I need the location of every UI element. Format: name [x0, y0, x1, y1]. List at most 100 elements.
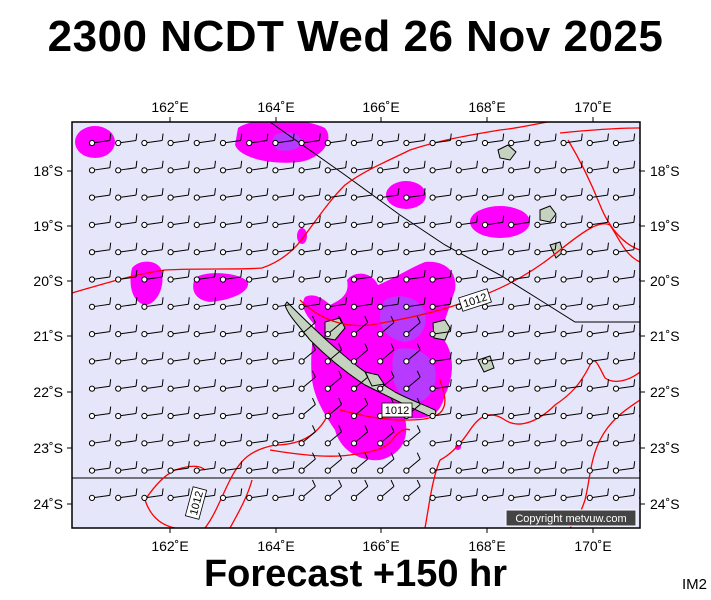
wind-barb-shaft — [277, 494, 294, 499]
wind-barb-tick — [607, 297, 609, 305]
wind-barb-tick — [502, 297, 505, 305]
wind-station — [429, 276, 436, 283]
wind-barb-shaft — [199, 385, 215, 389]
wind-station — [324, 303, 331, 310]
wind-barb-tick — [292, 242, 295, 250]
rain-cell — [470, 206, 530, 238]
wind-barb-shaft — [618, 139, 634, 144]
wind-station — [324, 249, 331, 256]
lat-label: 21˚S — [33, 328, 63, 344]
isobar — [269, 428, 411, 457]
wind-barb-tick — [292, 269, 295, 278]
wind-station — [246, 249, 253, 256]
wind-barb-tick — [266, 160, 269, 168]
wind-barb-tick — [311, 452, 316, 460]
wind-station — [560, 494, 567, 501]
wind-station — [272, 276, 279, 283]
wind-station — [508, 276, 515, 283]
wind-barb-tick — [607, 324, 609, 332]
wind-barb-shaft — [303, 322, 316, 333]
wind-barb-shaft — [330, 167, 346, 171]
wind-station — [350, 331, 358, 338]
wind-station — [508, 412, 515, 420]
lon-label: 166˚E — [362, 538, 399, 554]
wind-barb-shaft — [120, 385, 137, 389]
wind-barb-shaft — [173, 440, 189, 444]
wind-barb-tick — [449, 297, 452, 305]
wind-barb-tick — [161, 215, 164, 223]
wind-barb-shaft — [251, 385, 268, 389]
wind-barb-shaft — [146, 167, 163, 171]
lat-label: 23˚S — [650, 440, 680, 456]
wind-barb-shaft — [355, 349, 369, 361]
wind-barb-shaft — [146, 221, 163, 226]
wind-barb-shaft — [146, 494, 163, 499]
wind-barb-tick — [266, 433, 269, 441]
wind-barb-tick — [338, 452, 343, 460]
wind-barb-shaft — [618, 167, 634, 171]
wind-station — [350, 358, 358, 365]
wind-station — [298, 303, 305, 310]
wind-barb-shaft — [146, 139, 163, 144]
wind-station — [246, 303, 253, 310]
wind-barb-tick — [266, 133, 269, 141]
wind-barb-tick — [476, 215, 478, 223]
wind-barb-shaft — [146, 303, 163, 307]
wind-barb-tick — [292, 379, 295, 387]
wind-barb-tick — [318, 269, 321, 278]
lon-label: 166˚E — [362, 99, 399, 115]
wind-station — [167, 412, 174, 420]
wind-station — [586, 358, 593, 365]
wind-station — [350, 221, 358, 228]
wind-station — [219, 276, 227, 283]
wind-station — [481, 249, 489, 256]
wind-barb-shaft — [487, 358, 503, 362]
wind-barb-shaft — [330, 194, 346, 198]
wind-station — [141, 303, 148, 310]
wind-barb-shaft — [435, 139, 451, 144]
wind-station — [88, 249, 96, 256]
wind-barb-tick — [554, 488, 557, 496]
wind-barb-shaft — [487, 494, 503, 499]
wind-station — [272, 412, 279, 420]
wind-station — [403, 167, 410, 174]
wind-station — [403, 385, 410, 392]
wind-barb-tick — [266, 188, 269, 196]
wind-station — [88, 331, 96, 338]
wind-barb-shaft — [461, 167, 477, 171]
lon-label: 168˚E — [468, 99, 505, 115]
eez-boundary — [269, 122, 640, 323]
wind-barb-shaft — [408, 322, 421, 333]
wind-barb-tick — [502, 188, 505, 196]
wind-barb-shaft — [592, 139, 608, 144]
wind-barb-tick — [502, 488, 505, 496]
wind-barb-shaft — [94, 249, 110, 253]
wind-station — [350, 467, 358, 474]
wind-station — [481, 139, 489, 147]
wind-barb-shaft — [173, 412, 189, 417]
wind-station — [88, 412, 96, 420]
wind-barb-shaft — [173, 385, 189, 389]
wind-barb-tick — [580, 351, 583, 359]
wind-barb-tick — [109, 242, 112, 250]
lon-label: 162˚E — [151, 538, 188, 554]
wind-station — [403, 440, 410, 447]
wind-station — [481, 276, 489, 283]
wind-barb-shaft — [618, 440, 634, 444]
wind-station — [534, 167, 541, 174]
wind-station — [534, 385, 541, 392]
wind-barb-shaft — [304, 276, 320, 280]
wind-station — [508, 249, 515, 256]
wind-barb-shaft — [277, 358, 294, 362]
wind-station — [586, 194, 593, 201]
wind-barb-tick — [476, 433, 478, 441]
wind-station — [481, 467, 489, 474]
wind-station — [350, 385, 358, 392]
wind-barb-tick — [338, 370, 343, 378]
wind-barb-shaft — [355, 458, 369, 470]
isobar — [567, 139, 640, 251]
wind-barb-tick — [135, 269, 138, 278]
wind-barb-tick — [161, 133, 164, 141]
wind-station — [534, 249, 541, 256]
wind-barb-tick — [476, 461, 478, 469]
